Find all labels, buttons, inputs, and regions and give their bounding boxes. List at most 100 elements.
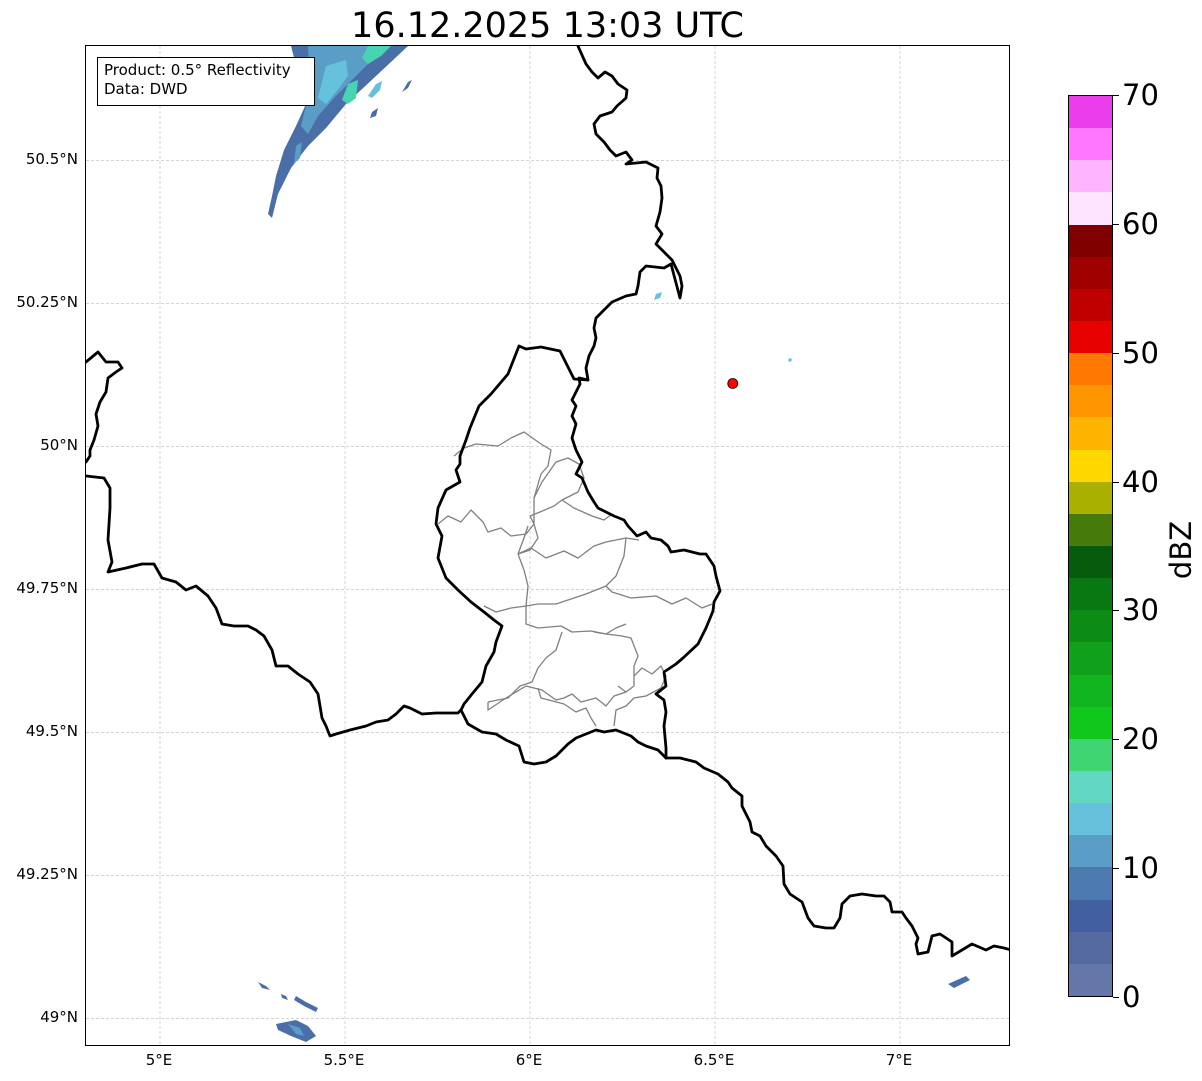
colorbar-unit-label: dBZ — [1164, 520, 1198, 580]
colorbar-segment — [1069, 835, 1112, 868]
info-data-source: Data: DWD — [104, 80, 188, 98]
radar-echoes — [258, 46, 970, 1042]
colorbar-segment — [1069, 546, 1112, 579]
echo-cell — [288, 1024, 304, 1036]
colorbar-segment — [1069, 867, 1112, 900]
echo-cell — [342, 80, 358, 104]
canton-boundary — [593, 631, 639, 693]
border-lux-west — [434, 344, 590, 712]
national-borders — [86, 46, 1009, 958]
colorbar-segment — [1069, 738, 1112, 772]
lon-tick-label: 7°E — [885, 1051, 913, 1069]
border-de-be-north — [570, 46, 722, 760]
colorbar-tick-mark — [1113, 739, 1119, 741]
echo-cell — [301, 46, 386, 134]
lat-tick-label: 49.25°N — [16, 865, 78, 884]
colorbar-segment — [1069, 706, 1112, 739]
lat-tick-label: 50.25°N — [16, 293, 78, 312]
canton-boundary — [517, 525, 529, 555]
echo-cell — [281, 994, 288, 1000]
canton-boundary — [453, 431, 552, 499]
colorbar-tick-mark — [1113, 223, 1119, 225]
canton-boundary — [561, 499, 613, 521]
colorbar-segment — [1069, 128, 1112, 161]
echo-cell — [368, 81, 382, 98]
colorbar-segment — [1069, 321, 1112, 354]
lat-tick-label: 50.5°N — [25, 150, 78, 169]
colorbar-segment — [1069, 96, 1112, 129]
echo-cell — [402, 80, 412, 92]
graticule — [86, 46, 1009, 1045]
colorbar — [1068, 95, 1113, 997]
map-frame[interactable] — [85, 45, 1010, 1046]
border-fr-de — [664, 756, 1009, 958]
canton-boundary — [517, 523, 539, 555]
colorbar-segment — [1069, 610, 1112, 643]
lat-tick-label: 49.75°N — [16, 579, 78, 598]
colorbar-segment — [1069, 771, 1112, 804]
echo-cell — [294, 996, 318, 1012]
colorbar-tick-label: 60 — [1122, 206, 1159, 241]
colorbar-segment — [1069, 642, 1112, 675]
colorbar-tick-label: 70 — [1122, 78, 1159, 112]
lat-tick-label: 50°N — [40, 436, 78, 455]
colorbar-tick-mark — [1113, 95, 1119, 96]
colorbar-tick-mark — [1113, 352, 1119, 354]
colorbar-segment — [1069, 192, 1112, 225]
colorbar-tick-mark — [1113, 868, 1119, 870]
lon-tick-label: 6°E — [515, 1051, 543, 1069]
canton-boundary — [537, 687, 597, 727]
colorbar-segment — [1069, 449, 1112, 482]
colorbar-segment — [1069, 160, 1112, 193]
colorbar-segment — [1069, 417, 1112, 450]
canton-boundary — [525, 685, 627, 707]
canton-boundary — [483, 605, 527, 613]
colorbar-segment — [1069, 224, 1112, 257]
canton-boundary — [487, 685, 527, 711]
echo-cell — [788, 358, 792, 362]
colorbar-segment — [1069, 481, 1112, 514]
colorbar-segment — [1069, 256, 1112, 289]
canton-boundary — [437, 457, 585, 537]
info-product: Product: 0.5° Reflectivity — [104, 61, 291, 79]
border-be-west-edge — [86, 350, 124, 464]
colorbar-tick-label: 30 — [1122, 593, 1159, 628]
echo-cell — [294, 142, 302, 164]
colorbar-tick-label: 10 — [1122, 851, 1159, 886]
border-fr-be — [86, 474, 463, 738]
canton-boundary — [487, 631, 563, 703]
colorbar-segment — [1069, 963, 1112, 996]
colorbar-tick-mark — [1113, 997, 1119, 998]
colorbar-tick-mark — [1113, 481, 1119, 483]
colorbar-segment — [1069, 353, 1112, 386]
colorbar-segment — [1069, 513, 1112, 547]
radar-site-marker[interactable] — [727, 378, 739, 389]
info-box: Product: 0.5° Reflectivity Data: DWD — [97, 57, 315, 106]
colorbar-tick-label: 40 — [1122, 464, 1159, 499]
lat-tick-label: 49°N — [40, 1008, 78, 1027]
colorbar-segment — [1069, 674, 1112, 707]
colorbar-segment — [1069, 899, 1112, 932]
echo-cell — [948, 976, 970, 988]
border-lux-south — [459, 708, 668, 766]
colorbar-segment — [1069, 803, 1112, 836]
lon-tick-label: 5°E — [145, 1051, 173, 1069]
colorbar-tick-label: 50 — [1122, 335, 1159, 370]
colorbar-tick-label: 0 — [1122, 980, 1141, 1014]
canton-boundary — [525, 606, 627, 635]
map-title: 16.12.2025 13:03 UTC — [351, 6, 744, 46]
echo-cell — [362, 46, 391, 64]
colorbar-segment — [1069, 385, 1112, 418]
colorbar-segment — [1069, 288, 1112, 322]
map-canvas[interactable] — [86, 46, 1010, 1046]
canton-boundary — [605, 585, 713, 609]
echo-cell — [654, 292, 662, 300]
colorbar-segment — [1069, 931, 1112, 964]
canton-boundary — [529, 499, 563, 525]
canton-boundary — [613, 665, 667, 727]
canton-boundary — [517, 537, 627, 607]
colorbar-tick-label: 20 — [1122, 722, 1159, 757]
radar-site-layer — [727, 378, 739, 389]
echo-cell — [258, 982, 270, 990]
colorbar-tick-mark — [1113, 610, 1119, 612]
